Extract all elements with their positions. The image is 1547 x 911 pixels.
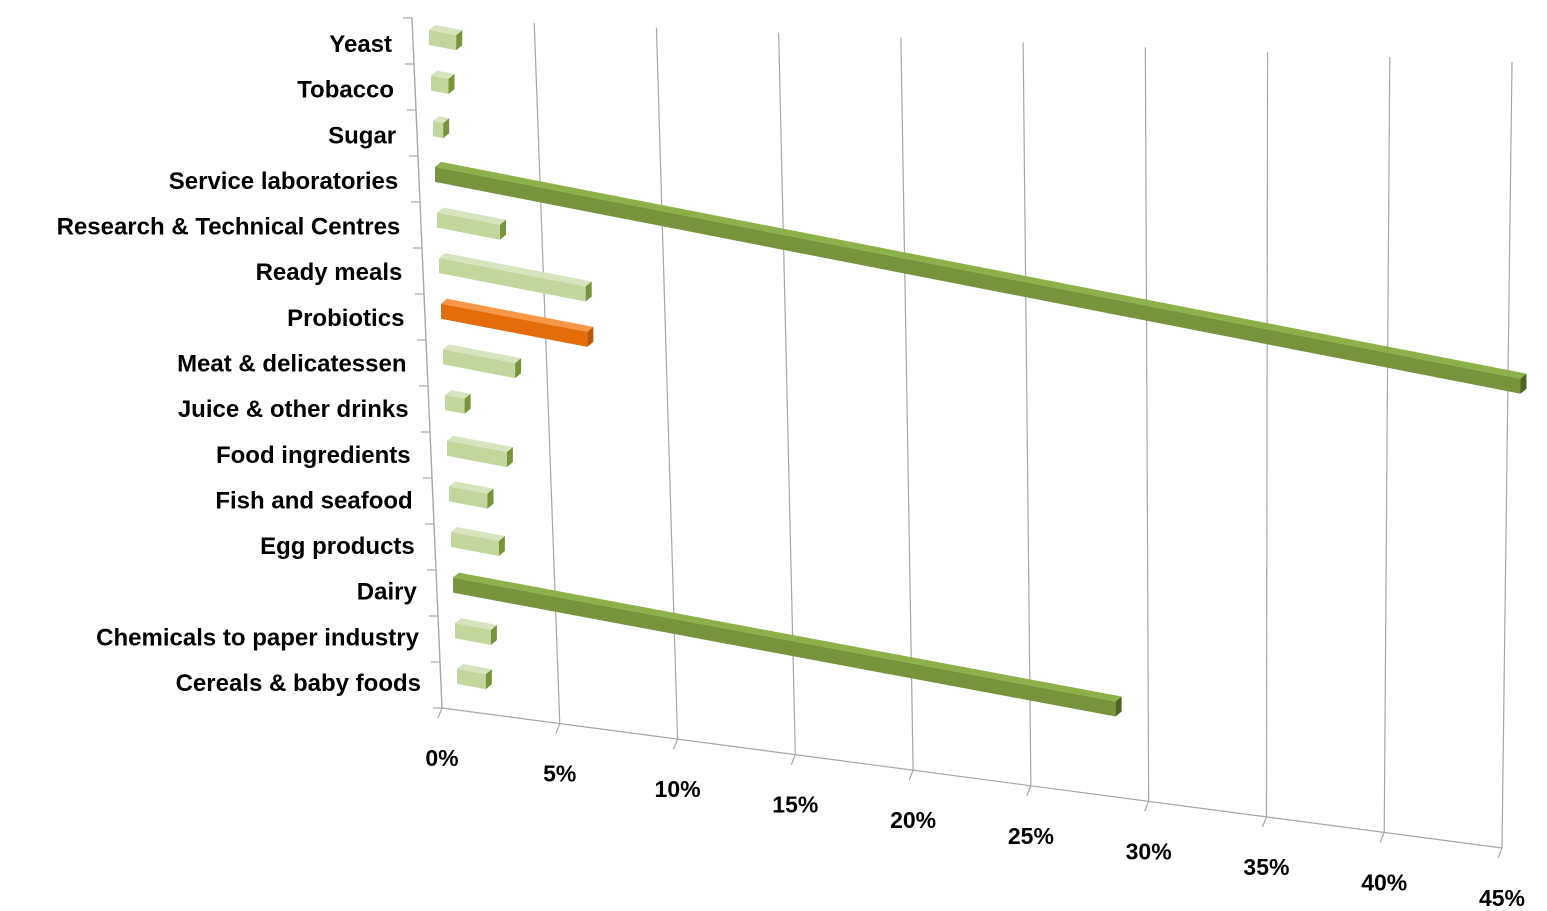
gridline	[1502, 62, 1512, 848]
gridlines	[412, 18, 1512, 848]
x-axis-tick	[674, 739, 678, 749]
category-label: Service laboratories	[169, 168, 398, 195]
gridline	[534, 23, 560, 724]
category-label: Ready meals	[256, 259, 403, 286]
x-tick-label: 5%	[543, 761, 576, 787]
bar	[447, 436, 513, 467]
bar	[435, 162, 1527, 394]
gridline	[1384, 57, 1390, 832]
x-tick-label: 35%	[1243, 854, 1289, 880]
category-label: Juice & other drinks	[178, 396, 409, 423]
category-label: Fish and seafood	[215, 487, 412, 514]
bar-top-face	[435, 162, 1527, 379]
category-label: Egg products	[260, 533, 415, 560]
gridline	[1266, 52, 1267, 817]
bar	[457, 664, 492, 689]
bar	[451, 527, 505, 556]
bar	[443, 344, 521, 378]
x-axis-tick	[791, 755, 795, 765]
x-tick-labels: 0% 5% 10% 15% 20% 25% 30% 35% 40% 45%	[425, 745, 1525, 911]
category-label: Cereals & baby foods	[176, 670, 421, 697]
bar	[439, 253, 592, 301]
bar-top-face	[453, 573, 1122, 702]
x-tick-label: 25%	[1008, 823, 1054, 849]
x-tick-label: 15%	[772, 792, 818, 818]
x-axis-tick	[556, 724, 560, 734]
x-tick-label: 30%	[1126, 838, 1172, 864]
bars	[429, 25, 1527, 717]
x-axis-tick	[438, 708, 442, 718]
bar-front-face	[453, 578, 1116, 717]
x-tick-label: 20%	[890, 807, 936, 833]
x-tick-label: 0%	[425, 745, 458, 771]
bar	[445, 390, 471, 414]
bar-front-face	[435, 167, 1521, 394]
x-tick-label: 45%	[1479, 885, 1525, 911]
bar	[431, 71, 455, 94]
category-label: Probiotics	[287, 305, 404, 332]
gridline	[1145, 47, 1148, 801]
category-label: Sugar	[328, 122, 396, 149]
x-axis-tick	[1262, 817, 1266, 827]
bar	[441, 299, 593, 347]
x-tick-label: 40%	[1361, 869, 1407, 895]
category-label: Chemicals to paper industry	[96, 624, 419, 651]
category-label: Meat & delicatessen	[177, 351, 406, 378]
x-axis-line	[442, 708, 1502, 848]
bar-front-face	[433, 121, 443, 138]
x-axis-tick	[1027, 786, 1031, 796]
bar	[455, 618, 497, 645]
axes	[403, 18, 1502, 858]
x-axis-tick	[909, 770, 913, 780]
gridline	[1023, 42, 1031, 785]
category-label: Yeast	[329, 31, 392, 58]
category-labels: Yeast Tobacco Sugar Service laboratories Res…	[57, 31, 421, 697]
x-axis-tick	[1380, 832, 1384, 842]
category-label: Dairy	[357, 579, 418, 606]
bar	[429, 25, 462, 50]
bar	[433, 116, 449, 138]
category-label: Research & Technical Centres	[57, 214, 401, 241]
category-label: Tobacco	[297, 77, 394, 104]
bar	[437, 208, 506, 240]
x-tick-label: 10%	[655, 776, 701, 802]
x-axis-tick	[1145, 801, 1149, 811]
bar	[449, 481, 494, 508]
bar	[453, 573, 1122, 717]
category-label: Food ingredients	[216, 442, 411, 469]
x-axis-tick	[1498, 848, 1502, 858]
